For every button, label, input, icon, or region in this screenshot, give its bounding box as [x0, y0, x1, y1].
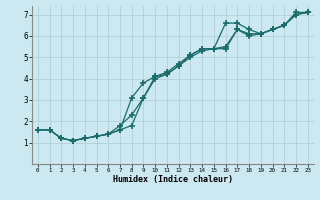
X-axis label: Humidex (Indice chaleur): Humidex (Indice chaleur) — [113, 175, 233, 184]
